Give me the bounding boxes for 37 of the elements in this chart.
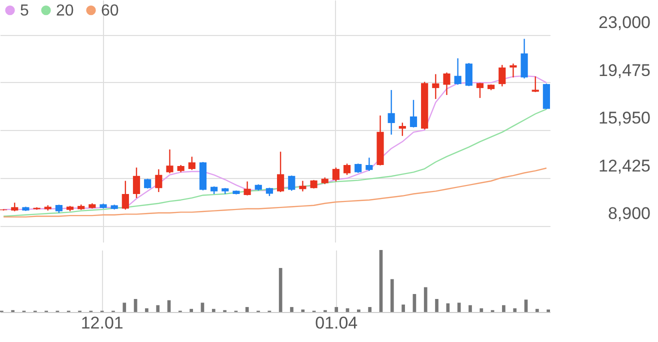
- x-tick-label: 01.04: [315, 314, 358, 332]
- bar: [290, 307, 294, 312]
- bar: [424, 287, 428, 312]
- legend-label: 20: [56, 2, 74, 20]
- bar: [167, 300, 171, 312]
- legend-label: 5: [20, 2, 29, 20]
- legend-label: 60: [101, 2, 119, 20]
- bar: [134, 298, 138, 312]
- bar: [535, 308, 539, 312]
- bar: [412, 294, 416, 312]
- bar: [278, 268, 282, 312]
- bar: [513, 308, 517, 312]
- bar: [468, 305, 472, 312]
- y-tick-label: 19,475: [598, 60, 650, 80]
- bar: [200, 302, 204, 312]
- bar: [435, 298, 438, 312]
- bar: [190, 308, 193, 312]
- bar: [368, 307, 372, 312]
- bar: [334, 307, 338, 312]
- x-tick-label: 12.01: [80, 314, 124, 332]
- bar: [502, 305, 506, 312]
- bar: [390, 279, 394, 312]
- y-tick-label: 12,425: [598, 156, 650, 176]
- bar: [212, 308, 216, 312]
- bar: [156, 305, 160, 312]
- y-tick-label: 8,900: [608, 204, 650, 224]
- bar: [379, 250, 383, 312]
- bar: [402, 304, 405, 312]
- bar: [524, 300, 528, 312]
- y-tick-label: 15,950: [598, 108, 650, 128]
- bar: [145, 308, 148, 312]
- bar: [480, 308, 484, 312]
- bar: [446, 303, 450, 312]
- bar: [122, 302, 126, 312]
- bar: [245, 307, 249, 312]
- y-tick-label: 23,000: [598, 13, 650, 32]
- bar: [457, 302, 461, 312]
